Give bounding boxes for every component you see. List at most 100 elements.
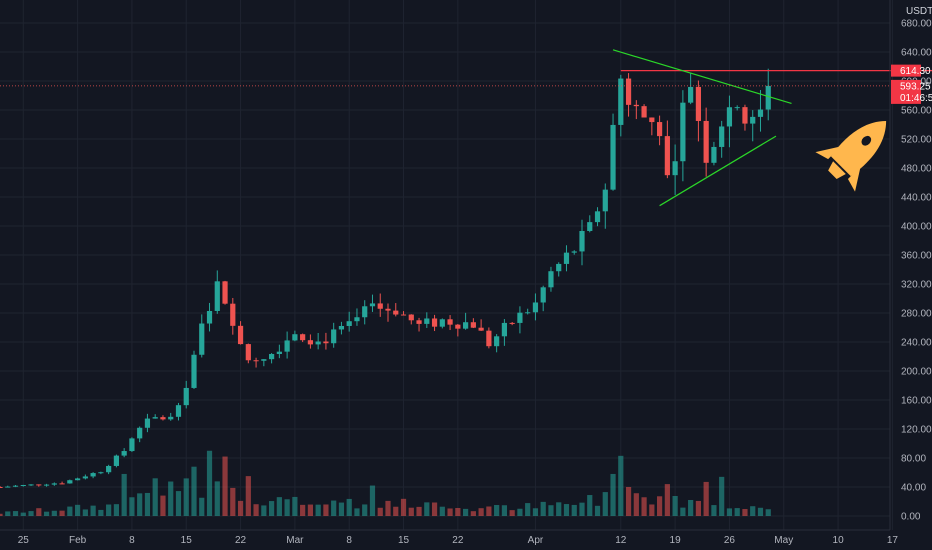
volume-bar bbox=[253, 504, 259, 516]
time-tick-label: 15 bbox=[181, 535, 193, 546]
price-tag bbox=[891, 64, 921, 77]
volume-bar bbox=[5, 511, 11, 516]
volume-bar bbox=[470, 511, 476, 516]
volume-bar bbox=[742, 509, 748, 516]
volume-bar bbox=[59, 510, 65, 516]
price-tick-label: 80.00 bbox=[901, 454, 926, 465]
volume-bar bbox=[548, 505, 554, 516]
time-tick-label: 8 bbox=[129, 535, 135, 546]
price-tag-countdown: 01:46:51 bbox=[900, 93, 932, 104]
volume-bar bbox=[199, 497, 205, 516]
volume-bar bbox=[478, 508, 484, 516]
volume-bar bbox=[501, 505, 507, 516]
candle-body bbox=[509, 322, 515, 324]
volume-bar bbox=[245, 476, 251, 516]
candle-body bbox=[385, 308, 391, 311]
volume-bar bbox=[571, 504, 577, 516]
volume-bar bbox=[703, 481, 709, 516]
volume-bar bbox=[633, 493, 639, 516]
volume-bar bbox=[431, 502, 438, 516]
candle-body bbox=[525, 312, 531, 314]
price-tick-label: 640.00 bbox=[901, 48, 932, 59]
drawings[interactable] bbox=[0, 49, 932, 207]
candle-body bbox=[680, 102, 686, 162]
volume-bar bbox=[408, 507, 414, 516]
candle-body bbox=[51, 483, 57, 485]
volume-bar bbox=[657, 496, 663, 516]
candle-body bbox=[222, 281, 228, 304]
candle-body bbox=[191, 354, 197, 388]
candle-body bbox=[206, 310, 213, 324]
volume-bar bbox=[144, 492, 151, 516]
candle-body bbox=[300, 334, 306, 341]
volume-bar bbox=[12, 511, 19, 516]
volume-bar bbox=[346, 498, 352, 516]
price-tick-label: 0.00 bbox=[901, 512, 921, 523]
volume-bar bbox=[214, 481, 220, 516]
currency-label: USDT bbox=[906, 6, 932, 17]
rocket-nozzle bbox=[828, 161, 846, 179]
volume-bar bbox=[625, 487, 632, 516]
price-tick-label: 680.00 bbox=[901, 19, 932, 30]
time-tick-label: Mar bbox=[286, 535, 304, 546]
candle-body bbox=[183, 387, 189, 406]
volume-bar bbox=[113, 504, 119, 516]
volume-bar bbox=[82, 509, 88, 516]
volume-bar bbox=[362, 504, 368, 516]
volume-bar bbox=[719, 476, 725, 516]
rocket-fin-right bbox=[847, 166, 861, 192]
volume-bar bbox=[641, 497, 647, 516]
candle-body bbox=[12, 485, 19, 487]
time-tick-label: 22 bbox=[235, 535, 247, 546]
time-axis[interactable]: 25Feb81522Mar81522Apr121926May101724Jun bbox=[18, 535, 932, 546]
candle-body bbox=[5, 486, 11, 488]
candle-body bbox=[532, 302, 539, 313]
volume-bar bbox=[300, 504, 306, 516]
candle-body bbox=[214, 281, 220, 311]
time-tick-label: 10 bbox=[833, 535, 845, 546]
volume-bar bbox=[680, 507, 686, 516]
candle-body bbox=[447, 319, 453, 325]
volume-bar bbox=[750, 506, 756, 516]
trend-line bbox=[612, 49, 792, 105]
candle-body bbox=[59, 483, 65, 485]
price-tick-label: 520.00 bbox=[901, 135, 932, 146]
volume-bar bbox=[43, 511, 50, 516]
candle-body bbox=[765, 85, 771, 110]
volume-bar bbox=[175, 491, 182, 516]
volume-bar bbox=[486, 506, 492, 516]
time-tick-label: 22 bbox=[452, 535, 464, 546]
candle-body bbox=[230, 303, 236, 326]
volume-bar bbox=[90, 505, 96, 516]
candle-body bbox=[129, 438, 135, 452]
candle-body bbox=[742, 107, 748, 124]
volume-bar bbox=[672, 496, 678, 516]
volume-bar bbox=[284, 499, 290, 516]
candle-body bbox=[750, 116, 756, 124]
candle-body bbox=[315, 341, 321, 345]
candle-body bbox=[408, 314, 414, 321]
price-tick-label: 320.00 bbox=[901, 280, 932, 291]
volume-bar bbox=[463, 508, 469, 516]
price-tick-label: 120.00 bbox=[901, 425, 932, 436]
time-tick-label: 25 bbox=[18, 535, 30, 546]
volume-bar bbox=[610, 473, 616, 516]
time-tick-label: May bbox=[774, 535, 793, 546]
volume-bar bbox=[517, 508, 523, 516]
volume-bar bbox=[206, 450, 213, 516]
volume-bar bbox=[20, 512, 26, 516]
volume-bar bbox=[711, 505, 717, 516]
candle-body bbox=[75, 478, 81, 481]
candle-body bbox=[478, 327, 484, 331]
volume-bar bbox=[447, 508, 453, 516]
volume-bar bbox=[51, 510, 57, 516]
volume-bar bbox=[168, 481, 174, 516]
volume-bar bbox=[757, 507, 764, 516]
candle-body bbox=[82, 476, 88, 479]
price-tick-label: 440.00 bbox=[901, 193, 932, 204]
time-tick-label: Apr bbox=[528, 535, 544, 546]
rocket-window bbox=[861, 135, 872, 146]
candle-body bbox=[98, 472, 104, 474]
